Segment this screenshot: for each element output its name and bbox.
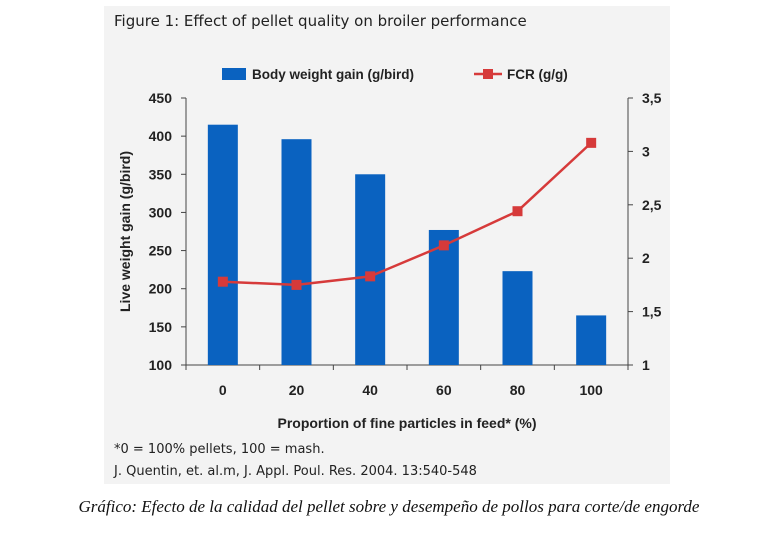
left-tick-label: 200 <box>149 281 173 297</box>
x-tick-label: 0 <box>219 382 227 398</box>
right-tick-label: 3 <box>642 143 650 159</box>
left-tick-label: 150 <box>149 319 173 335</box>
fcr-point <box>291 279 302 290</box>
legend-swatch-marker <box>483 69 493 79</box>
footnote: *0 = 100% pellets, 100 = mash. <box>114 442 325 457</box>
chart-panel <box>104 6 670 484</box>
left-tick-label: 400 <box>149 128 173 144</box>
caption: Gráfico: Efecto de la calidad del pellet… <box>78 497 700 516</box>
y-axis-title: Live weight gain (g/bird) <box>117 151 133 312</box>
bar-series <box>207 124 607 365</box>
x-axis-title: Proportion of fine particles in feed* (%… <box>277 415 536 431</box>
x-tick-label: 100 <box>579 382 603 398</box>
bar <box>428 229 459 365</box>
legend-label-bar: Body weight gain (g/bird) <box>252 67 414 82</box>
left-tick-label: 450 <box>149 90 173 106</box>
x-tick-label: 60 <box>436 382 452 398</box>
right-tick-label: 3,5 <box>642 90 662 106</box>
left-tick-label: 300 <box>149 204 173 220</box>
reference: J. Quentin, et. al.m, J. Appl. Poul. Res… <box>114 464 477 479</box>
right-tick-label: 2,5 <box>642 197 662 213</box>
fcr-point <box>512 206 523 217</box>
fcr-point <box>217 276 228 287</box>
right-tick-label: 1 <box>642 357 650 373</box>
fcr-line <box>222 141 593 287</box>
fcr-point <box>586 137 597 148</box>
figure-title: Figure 1: Effect of pellet quality on br… <box>114 12 527 30</box>
chart-legend: Body weight gain (g/bird) FCR (g/g) <box>222 67 568 82</box>
bar <box>502 271 533 365</box>
legend-label-line: FCR (g/g) <box>507 67 568 82</box>
bar <box>281 139 312 365</box>
line-series <box>217 137 597 290</box>
chart-labels: 100 150 200 250 300 350 400 450 1 1,5 2 2,5 3 3,5 0 20 4… <box>117 90 662 431</box>
x-tick-label: 40 <box>362 382 378 398</box>
right-tick-label: 2 <box>642 250 650 266</box>
bar <box>576 315 607 365</box>
fcr-point <box>438 240 449 251</box>
right-tick-label: 1,5 <box>642 304 662 320</box>
bar <box>207 124 238 365</box>
bar <box>355 174 386 365</box>
fcr-point <box>365 271 376 282</box>
chart-axes <box>181 97 633 370</box>
left-tick-label: 250 <box>149 243 173 259</box>
left-tick-label: 350 <box>149 166 173 182</box>
x-tick-label: 80 <box>510 382 526 398</box>
x-tick-label: 20 <box>289 382 305 398</box>
left-tick-label: 100 <box>149 357 173 373</box>
legend-swatch-bar <box>222 68 246 80</box>
